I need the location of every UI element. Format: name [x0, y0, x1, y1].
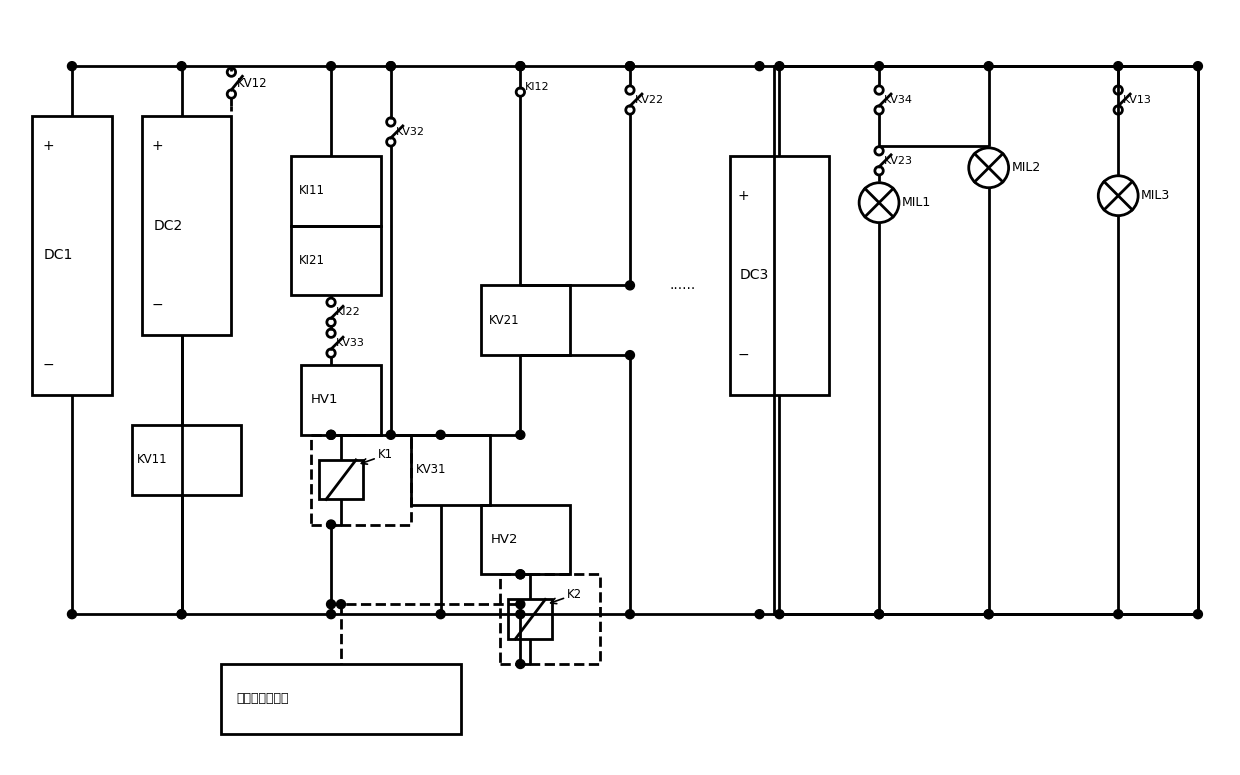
Circle shape [985, 610, 993, 618]
Bar [508, 599, 552, 639]
Bar [311, 435, 410, 525]
Circle shape [326, 430, 336, 439]
Circle shape [387, 430, 396, 439]
Text: −: − [42, 358, 53, 372]
Bar [775, 66, 1198, 614]
Text: −: − [738, 348, 749, 362]
Text: KV11: KV11 [136, 453, 167, 467]
Text: DC1: DC1 [45, 249, 73, 263]
Circle shape [625, 281, 635, 290]
Circle shape [985, 610, 993, 618]
Bar [501, 574, 600, 664]
Bar [481, 285, 570, 355]
Circle shape [775, 610, 784, 618]
Bar [32, 116, 112, 395]
Circle shape [985, 62, 993, 71]
Circle shape [67, 62, 77, 71]
Bar [729, 156, 830, 395]
Text: KI21: KI21 [299, 254, 325, 267]
Text: MIL1: MIL1 [901, 196, 931, 209]
Bar [291, 226, 381, 295]
Circle shape [874, 610, 884, 618]
Text: KV21: KV21 [489, 314, 520, 327]
Text: KV33: KV33 [336, 338, 365, 348]
Circle shape [387, 62, 396, 71]
Bar [301, 365, 381, 435]
Bar [222, 664, 460, 734]
Circle shape [1193, 62, 1203, 71]
Circle shape [336, 600, 346, 608]
Bar [131, 425, 242, 494]
Circle shape [625, 610, 635, 618]
Bar [410, 435, 491, 505]
Circle shape [1114, 610, 1122, 618]
Circle shape [1193, 610, 1203, 618]
Text: DC2: DC2 [154, 219, 184, 232]
Text: +: + [738, 188, 749, 203]
Circle shape [387, 62, 396, 71]
Circle shape [516, 430, 525, 439]
Text: MIL3: MIL3 [1141, 189, 1171, 202]
Circle shape [1114, 62, 1122, 71]
Circle shape [516, 660, 525, 669]
Circle shape [516, 610, 525, 618]
Text: −: − [151, 298, 164, 312]
Text: KV23: KV23 [884, 156, 913, 166]
Circle shape [516, 62, 525, 71]
Circle shape [326, 62, 336, 71]
Text: MIL2: MIL2 [1012, 161, 1040, 174]
Text: KV32: KV32 [396, 127, 425, 137]
Circle shape [755, 610, 764, 618]
Circle shape [755, 62, 764, 71]
Circle shape [625, 350, 635, 360]
Text: ......: ...... [670, 278, 696, 292]
Circle shape [326, 520, 336, 529]
Circle shape [874, 62, 884, 71]
Text: KV34: KV34 [884, 95, 913, 105]
Text: KV31: KV31 [415, 463, 446, 476]
Circle shape [326, 610, 336, 618]
Text: K2: K2 [567, 588, 583, 601]
Text: HV1: HV1 [311, 394, 339, 406]
Circle shape [177, 62, 186, 71]
Text: KI11: KI11 [299, 184, 325, 197]
Circle shape [436, 430, 445, 439]
Circle shape [436, 610, 445, 618]
Circle shape [516, 570, 525, 579]
Circle shape [625, 62, 635, 71]
Text: +: + [151, 139, 164, 153]
Text: KV12: KV12 [237, 77, 267, 90]
Circle shape [177, 610, 186, 618]
Text: HV2: HV2 [491, 533, 518, 546]
Text: KV22: KV22 [635, 95, 665, 105]
Circle shape [775, 62, 784, 71]
Circle shape [516, 600, 525, 608]
Text: KV13: KV13 [1123, 95, 1152, 105]
Bar [141, 116, 232, 336]
Text: K1: K1 [378, 449, 393, 461]
Text: DC3: DC3 [739, 268, 769, 282]
Text: KI22: KI22 [336, 307, 361, 317]
Circle shape [874, 610, 884, 618]
Circle shape [326, 600, 336, 608]
Text: KI12: KI12 [526, 82, 551, 92]
Bar [481, 505, 570, 574]
Circle shape [516, 570, 525, 579]
Circle shape [67, 610, 77, 618]
Text: 柴油机主控模块: 柴油机主控模块 [237, 692, 289, 705]
Text: +: + [42, 139, 53, 153]
Circle shape [326, 430, 336, 439]
Circle shape [516, 62, 525, 71]
Bar [291, 156, 381, 226]
Circle shape [177, 610, 186, 618]
Circle shape [625, 62, 635, 71]
Bar [319, 460, 363, 499]
